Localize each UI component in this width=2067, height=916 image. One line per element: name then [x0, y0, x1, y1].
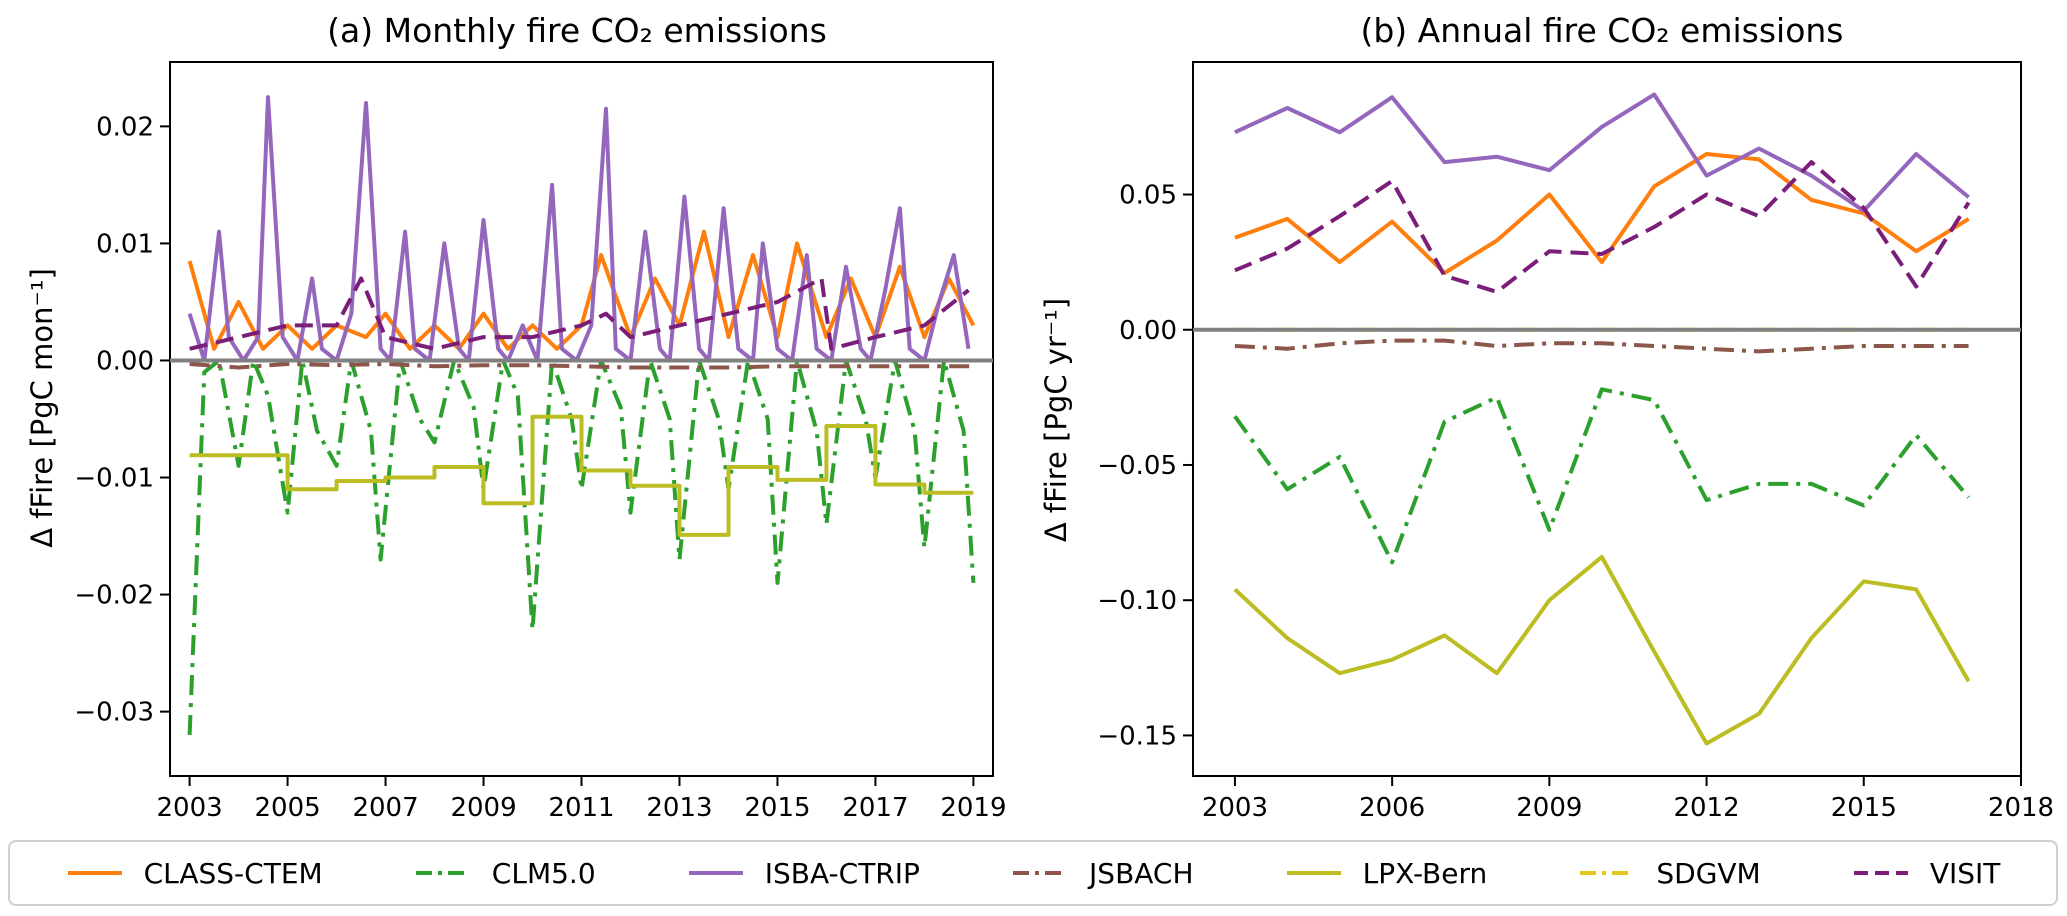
y-tick-label: −0.03: [74, 698, 154, 728]
legend-label: LPX-Bern: [1362, 856, 1488, 890]
series-line-clm5-0: [1233, 387, 1971, 565]
legend-item: ISBA-CTRIP: [687, 857, 920, 890]
series-line-visit: [189, 276, 970, 351]
x-tick-label: 2011: [548, 793, 614, 823]
panel-a-ylabel: Δ fFire [PgC mon⁻¹]: [25, 268, 59, 548]
x-tick-label: 2013: [646, 793, 712, 823]
series-line-lpx-bern: [1233, 554, 1971, 746]
y-tick-label: −0.01: [74, 464, 154, 494]
legend-item: VISIT: [1852, 856, 2001, 890]
series-line-visit: [1234, 160, 1971, 294]
y-tick-label: 0.00: [96, 346, 154, 376]
legend-swatch: [688, 871, 743, 875]
panel-monthly: (a) Monthly fire CO₂ emissions Δ fFire […: [25, 11, 1006, 823]
y-tick-label: −0.15: [1097, 721, 1177, 751]
x-tick-label: 2009: [450, 793, 516, 823]
x-tick-label: 2015: [744, 793, 810, 823]
plot-frame: [1192, 61, 2022, 777]
legend-item: CLASS-CTEM: [66, 857, 323, 890]
y-tick-label: 0.00: [1119, 316, 1177, 346]
y-tick-label: −0.10: [1097, 586, 1177, 616]
legend-item: CLM5.0: [414, 857, 596, 890]
panel-annual: (b) Annual fire CO₂ emissions Δ fFire [P…: [1039, 11, 2054, 823]
x-tick-label: 2019: [940, 793, 1006, 823]
series-line-class-ctem: [1234, 152, 1970, 275]
legend-label: CLASS-CTEM: [143, 856, 323, 890]
x-tick-label: 2006: [1359, 793, 1425, 823]
legend: CLASS-CTEM CLM5.0 ISBA-CTRIP JSBACH LPX-Bern…: [8, 840, 2058, 906]
y-tick-label: 0.05: [1119, 181, 1177, 211]
x-tick-label: 2005: [254, 793, 320, 823]
series-line-jsbach: [1234, 338, 1969, 354]
x-tick-label: 2015: [1831, 793, 1897, 823]
y-tick-label: −0.05: [1097, 451, 1177, 481]
legend-swatch: [67, 871, 122, 875]
legend-swatch: [1013, 871, 1068, 875]
legend-label: JSBACH: [1089, 856, 1194, 890]
x-tick-label: 2009: [1516, 793, 1582, 823]
legend-swatch: [1580, 871, 1635, 875]
legend-swatch: [1853, 871, 1908, 875]
series-group: [187, 95, 976, 736]
legend-item: JSBACH: [1011, 857, 1194, 890]
legend-label: CLM5.0: [491, 856, 596, 890]
y-tick-label: 0.02: [96, 112, 154, 142]
panel-a-title: (a) Monthly fire CO₂ emissions: [327, 11, 827, 50]
legend-item: LPX-Bern: [1285, 856, 1488, 890]
panel-b-title: (b) Annual fire CO₂ emissions: [1360, 11, 1843, 50]
series-line-isba-ctrip: [1234, 92, 1970, 213]
x-tick-label: 2003: [1202, 793, 1268, 823]
legend-item: SDGVM: [1578, 856, 1761, 890]
x-tick-label: 2018: [1988, 793, 2054, 823]
series-line-jsbach: [189, 362, 974, 370]
y-tick-label: −0.02: [74, 581, 154, 611]
series-line-lpx-bern: [189, 414, 974, 537]
legend-label: ISBA-CTRIP: [764, 856, 920, 890]
series-line-isba-ctrip: [187, 95, 971, 363]
legend-swatch: [1286, 871, 1341, 875]
series-group: [1233, 92, 1971, 746]
x-tick-label: 2007: [352, 793, 418, 823]
x-tick-label: 2003: [157, 793, 223, 823]
legend-label: SDGVM: [1656, 856, 1761, 890]
legend-label: VISIT: [1929, 856, 2001, 890]
panel-b-ylabel: Δ fFire [PgC yr⁻¹]: [1039, 298, 1073, 542]
x-tick-label: 2012: [1673, 793, 1739, 823]
x-tick-label: 2017: [842, 793, 908, 823]
y-tick-label: 0.01: [96, 229, 154, 259]
legend-swatch: [415, 871, 470, 875]
